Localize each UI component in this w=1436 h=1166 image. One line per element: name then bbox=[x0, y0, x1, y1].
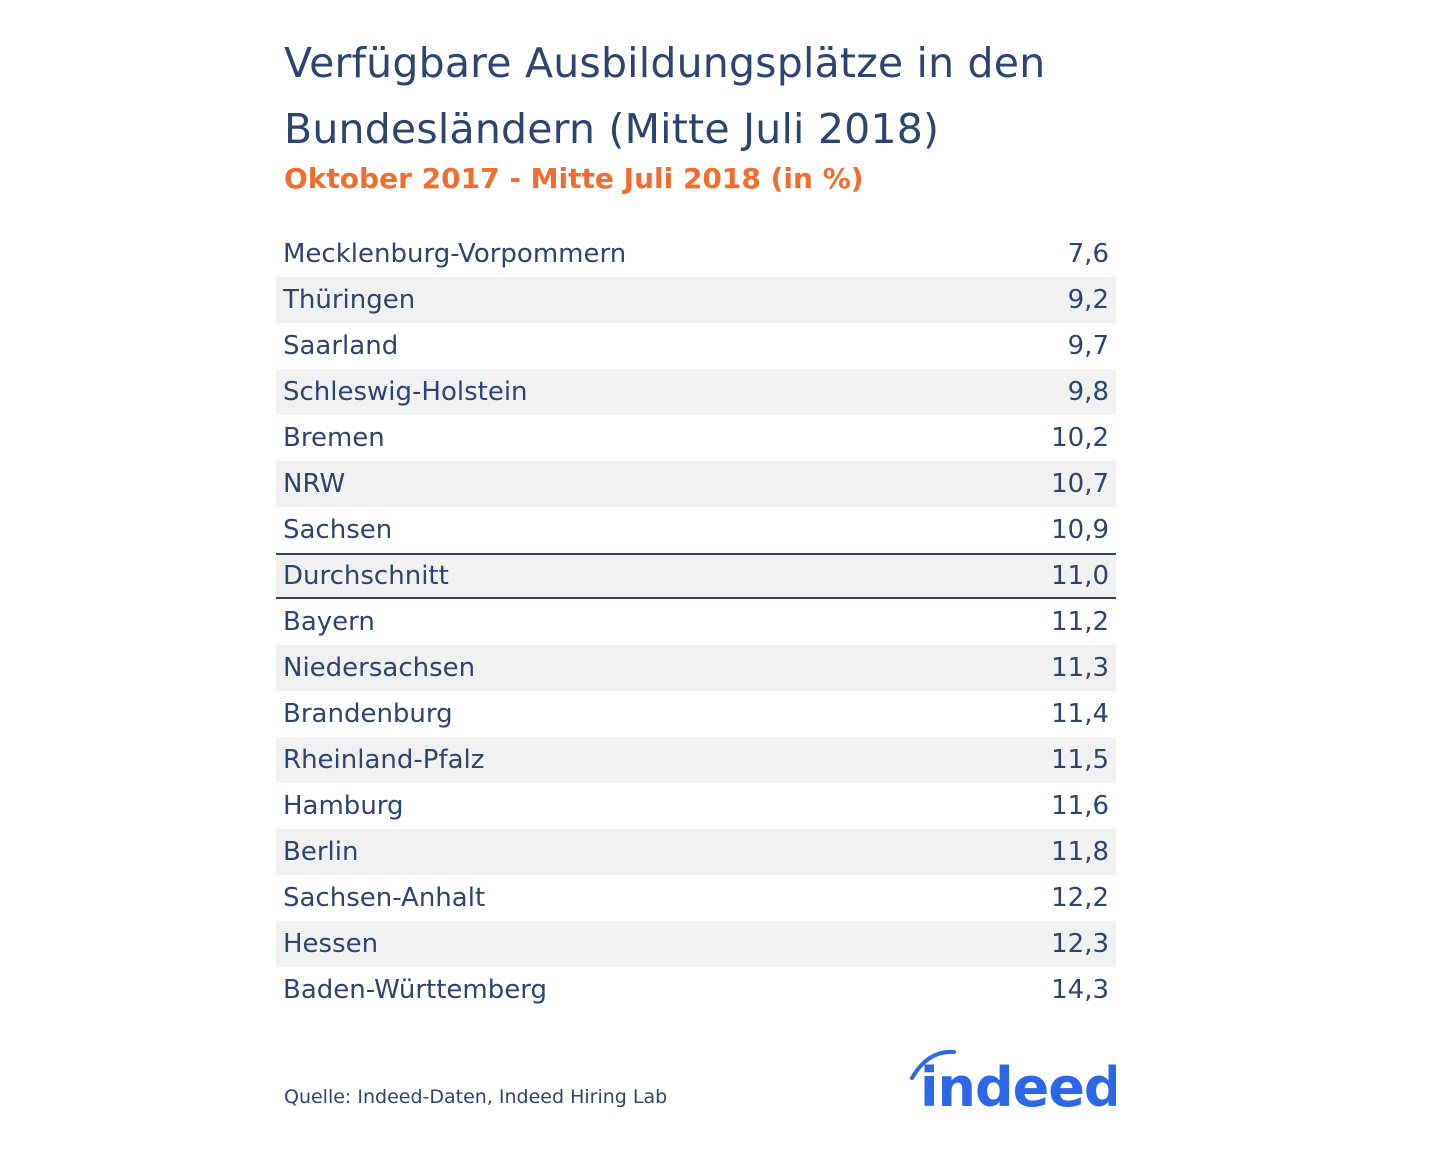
table-row: Niedersachsen 11,3 bbox=[276, 645, 1116, 691]
table-row: Berlin 11,8 bbox=[276, 829, 1116, 875]
table-row: Sachsen 10,9 bbox=[276, 507, 1116, 553]
row-value: 7,6 bbox=[1067, 239, 1109, 269]
row-value: 12,3 bbox=[1051, 929, 1109, 959]
row-value: 11,3 bbox=[1051, 653, 1109, 683]
chart-title-line-2: Bundesländern (Mitte Juli 2018) bbox=[284, 105, 940, 153]
row-label: Durchschnitt bbox=[283, 561, 449, 591]
table-row: Saarland 9,7 bbox=[276, 323, 1116, 369]
row-label: Brandenburg bbox=[283, 699, 453, 729]
table-row: Thüringen 9,2 bbox=[276, 277, 1116, 323]
row-label: Sachsen-Anhalt bbox=[283, 883, 486, 913]
table-row: Bayern 11,2 bbox=[276, 599, 1116, 645]
chart-title: Verfügbare Ausbildungsplätze in den Bund… bbox=[284, 30, 1045, 162]
indeed-logo: indeed bbox=[910, 1049, 1116, 1116]
row-label: Baden-Württemberg bbox=[283, 975, 547, 1005]
row-value: 12,2 bbox=[1051, 883, 1109, 913]
row-value: 10,9 bbox=[1051, 515, 1109, 545]
row-value: 11,4 bbox=[1051, 699, 1109, 729]
data-table: Mecklenburg-Vorpommern 7,6 Thüringen 9,2 Saa… bbox=[276, 231, 1116, 1013]
row-label: Berlin bbox=[283, 837, 359, 867]
table-row: Brandenburg 11,4 bbox=[276, 691, 1116, 737]
row-label: NRW bbox=[283, 469, 346, 499]
row-value: 14,3 bbox=[1051, 975, 1109, 1005]
table-row: NRW 10,7 bbox=[276, 461, 1116, 507]
row-label: Sachsen bbox=[283, 515, 393, 545]
row-value: 11,2 bbox=[1051, 607, 1109, 637]
logo-arc bbox=[910, 1049, 956, 1080]
table-row: Mecklenburg-Vorpommern 7,6 bbox=[276, 231, 1116, 277]
row-value: 11,0 bbox=[1051, 561, 1109, 591]
row-value: 10,2 bbox=[1051, 423, 1109, 453]
row-label: Schleswig-Holstein bbox=[283, 377, 528, 407]
table-row: Hamburg 11,6 bbox=[276, 783, 1116, 829]
row-value: 11,6 bbox=[1051, 791, 1109, 821]
row-label: Hamburg bbox=[283, 791, 404, 821]
table-row-average: Durchschnitt 11,0 bbox=[276, 553, 1116, 599]
row-label: Niedersachsen bbox=[283, 653, 476, 683]
row-label: Rheinland-Pfalz bbox=[283, 745, 485, 775]
row-label: Mecklenburg-Vorpommern bbox=[283, 239, 627, 269]
table-row: Schleswig-Holstein 9,8 bbox=[276, 369, 1116, 415]
source-note: Quelle: Indeed-Daten, Indeed Hiring Lab bbox=[284, 1086, 668, 1108]
row-label: Hessen bbox=[283, 929, 379, 959]
row-value: 11,8 bbox=[1051, 837, 1109, 867]
svg-text:indeed: indeed bbox=[920, 1056, 1116, 1116]
table-row: Rheinland-Pfalz 11,5 bbox=[276, 737, 1116, 783]
row-value: 9,2 bbox=[1067, 285, 1109, 315]
row-label: Bremen bbox=[283, 423, 385, 453]
chart-title-line-1: Verfügbare Ausbildungsplätze in den bbox=[284, 39, 1046, 87]
row-label: Saarland bbox=[283, 331, 399, 361]
row-label: Thüringen bbox=[283, 285, 416, 315]
chart-subtitle: Oktober 2017 - Mitte Juli 2018 (in %) bbox=[284, 162, 864, 195]
row-value: 10,7 bbox=[1051, 469, 1109, 499]
row-value: 11,5 bbox=[1051, 745, 1109, 775]
table-row: Sachsen-Anhalt 12,2 bbox=[276, 875, 1116, 921]
table-row: Hessen 12,3 bbox=[276, 921, 1116, 967]
row-label: Bayern bbox=[283, 607, 375, 637]
table-row: Bremen 10,2 bbox=[276, 415, 1116, 461]
table-row: Baden-Württemberg 14,3 bbox=[276, 967, 1116, 1013]
row-value: 9,8 bbox=[1067, 377, 1109, 407]
row-value: 9,7 bbox=[1067, 331, 1109, 361]
